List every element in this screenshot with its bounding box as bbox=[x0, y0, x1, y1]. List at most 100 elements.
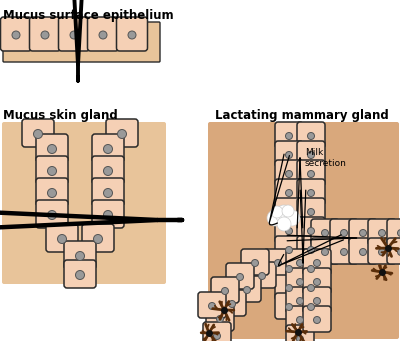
Circle shape bbox=[286, 151, 292, 159]
FancyBboxPatch shape bbox=[64, 241, 96, 269]
FancyBboxPatch shape bbox=[233, 276, 261, 302]
FancyBboxPatch shape bbox=[368, 238, 396, 264]
FancyBboxPatch shape bbox=[297, 160, 325, 186]
FancyBboxPatch shape bbox=[106, 119, 138, 147]
Circle shape bbox=[244, 286, 250, 294]
FancyBboxPatch shape bbox=[303, 306, 331, 332]
Text: Mucus skin gland: Mucus skin gland bbox=[3, 109, 118, 122]
FancyBboxPatch shape bbox=[30, 17, 60, 51]
Circle shape bbox=[286, 190, 292, 196]
Circle shape bbox=[286, 284, 292, 292]
Circle shape bbox=[228, 300, 236, 308]
Circle shape bbox=[41, 31, 49, 39]
Circle shape bbox=[267, 210, 283, 226]
FancyBboxPatch shape bbox=[92, 200, 124, 228]
FancyBboxPatch shape bbox=[92, 134, 124, 162]
FancyBboxPatch shape bbox=[303, 287, 331, 313]
Circle shape bbox=[94, 235, 102, 243]
FancyBboxPatch shape bbox=[330, 219, 358, 245]
Circle shape bbox=[284, 210, 300, 226]
Circle shape bbox=[314, 260, 320, 267]
Circle shape bbox=[398, 229, 400, 237]
Circle shape bbox=[296, 279, 304, 285]
FancyBboxPatch shape bbox=[2, 122, 166, 284]
Text: Milk
secretion: Milk secretion bbox=[305, 148, 347, 168]
Circle shape bbox=[286, 133, 292, 139]
FancyBboxPatch shape bbox=[275, 198, 303, 224]
Circle shape bbox=[340, 229, 348, 237]
FancyBboxPatch shape bbox=[286, 249, 314, 275]
Circle shape bbox=[322, 229, 328, 237]
FancyBboxPatch shape bbox=[387, 219, 400, 245]
Circle shape bbox=[34, 130, 42, 138]
Circle shape bbox=[322, 249, 328, 255]
FancyBboxPatch shape bbox=[241, 249, 269, 275]
FancyBboxPatch shape bbox=[275, 274, 303, 300]
Circle shape bbox=[12, 31, 20, 39]
FancyBboxPatch shape bbox=[275, 141, 303, 167]
FancyBboxPatch shape bbox=[275, 255, 303, 281]
FancyBboxPatch shape bbox=[36, 178, 68, 206]
Circle shape bbox=[76, 270, 84, 280]
FancyBboxPatch shape bbox=[88, 17, 118, 51]
Circle shape bbox=[58, 235, 66, 243]
FancyBboxPatch shape bbox=[208, 122, 399, 339]
FancyBboxPatch shape bbox=[297, 236, 325, 262]
FancyBboxPatch shape bbox=[286, 268, 314, 294]
Circle shape bbox=[48, 166, 56, 176]
Circle shape bbox=[282, 205, 294, 217]
FancyBboxPatch shape bbox=[206, 305, 234, 331]
Circle shape bbox=[286, 170, 292, 178]
Circle shape bbox=[286, 227, 292, 235]
Circle shape bbox=[296, 260, 304, 267]
FancyBboxPatch shape bbox=[330, 238, 358, 264]
FancyBboxPatch shape bbox=[303, 249, 331, 275]
FancyBboxPatch shape bbox=[275, 122, 303, 148]
Circle shape bbox=[308, 133, 314, 139]
Circle shape bbox=[286, 266, 292, 272]
FancyBboxPatch shape bbox=[275, 160, 303, 186]
FancyBboxPatch shape bbox=[22, 119, 54, 147]
Circle shape bbox=[314, 279, 320, 285]
Circle shape bbox=[104, 189, 112, 197]
Circle shape bbox=[76, 252, 84, 261]
FancyBboxPatch shape bbox=[36, 200, 68, 228]
FancyBboxPatch shape bbox=[349, 238, 377, 264]
Circle shape bbox=[222, 287, 228, 295]
FancyBboxPatch shape bbox=[218, 290, 246, 316]
FancyBboxPatch shape bbox=[311, 238, 339, 264]
Circle shape bbox=[48, 189, 56, 197]
Circle shape bbox=[128, 31, 136, 39]
Circle shape bbox=[48, 210, 56, 220]
Circle shape bbox=[286, 208, 292, 216]
FancyBboxPatch shape bbox=[3, 22, 160, 62]
Text: Mucus surface epithelium: Mucus surface epithelium bbox=[3, 9, 174, 22]
FancyBboxPatch shape bbox=[58, 17, 90, 51]
Circle shape bbox=[314, 316, 320, 324]
FancyBboxPatch shape bbox=[387, 238, 400, 264]
Circle shape bbox=[277, 217, 291, 231]
Circle shape bbox=[104, 145, 112, 153]
FancyBboxPatch shape bbox=[211, 277, 239, 303]
Circle shape bbox=[296, 316, 304, 324]
Circle shape bbox=[308, 266, 314, 272]
FancyBboxPatch shape bbox=[82, 224, 114, 252]
Circle shape bbox=[286, 303, 292, 311]
Text: Lactating mammary gland: Lactating mammary gland bbox=[215, 109, 389, 122]
Circle shape bbox=[99, 31, 107, 39]
FancyBboxPatch shape bbox=[0, 17, 32, 51]
FancyBboxPatch shape bbox=[64, 260, 96, 288]
FancyBboxPatch shape bbox=[286, 306, 314, 332]
FancyBboxPatch shape bbox=[297, 122, 325, 148]
Circle shape bbox=[258, 272, 266, 280]
FancyBboxPatch shape bbox=[297, 255, 325, 281]
FancyBboxPatch shape bbox=[92, 178, 124, 206]
Circle shape bbox=[286, 247, 292, 253]
Circle shape bbox=[214, 332, 220, 340]
FancyBboxPatch shape bbox=[275, 236, 303, 262]
Circle shape bbox=[48, 145, 56, 153]
Circle shape bbox=[308, 303, 314, 311]
Circle shape bbox=[398, 249, 400, 255]
Circle shape bbox=[308, 284, 314, 292]
FancyBboxPatch shape bbox=[46, 224, 78, 252]
